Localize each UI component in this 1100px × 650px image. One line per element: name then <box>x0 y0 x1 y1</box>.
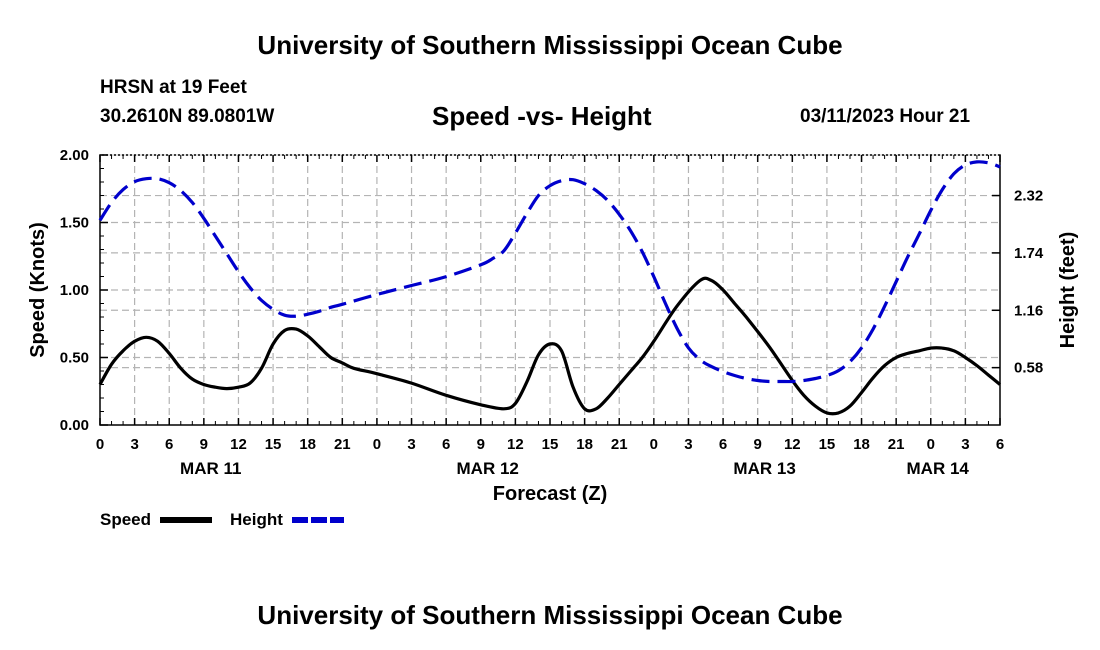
page-title: University of Southern Mississippi Ocean… <box>257 30 843 60</box>
series-line-speed <box>98 276 1002 416</box>
x-tick-label: 18 <box>299 436 316 453</box>
y-axis-title: Speed (Knots) <box>27 222 49 358</box>
x-tick-label: 21 <box>888 436 905 453</box>
x-tick-label: 0 <box>96 436 104 453</box>
x-tick-label: 18 <box>576 436 593 453</box>
x-tick-label: 21 <box>611 436 628 453</box>
date-label: MAR 11 <box>180 459 241 478</box>
y-tick-label-right: 1.74 <box>1014 245 1044 262</box>
legend-label-speed: Speed <box>100 510 151 529</box>
x-tick-label: 3 <box>684 436 692 453</box>
x-tick-label: 9 <box>477 436 485 453</box>
x-tick-label: 15 <box>542 436 559 453</box>
x-tick-label: 6 <box>996 436 1004 453</box>
date-label: MAR 12 <box>457 459 519 478</box>
x-tick-label: 0 <box>927 436 935 453</box>
x-tick-label: 18 <box>853 436 870 453</box>
y-tick-label: 1.00 <box>60 282 89 299</box>
x-tick-label: 15 <box>265 436 282 453</box>
x-tick-label: 3 <box>130 436 138 453</box>
datetime-label: 03/11/2023 Hour 21 <box>800 106 971 127</box>
y-tick-label: 2.00 <box>60 147 89 164</box>
coordinates-label: 30.2610N 89.0801W <box>100 106 275 127</box>
x-tick-label: 3 <box>407 436 415 453</box>
x-tick-label: 9 <box>754 436 762 453</box>
y-tick-label: 1.50 <box>60 215 89 232</box>
footer-title: University of Southern Mississippi Ocean… <box>257 600 843 630</box>
x-tick-label: 21 <box>334 436 351 453</box>
y-axis-title-right: Height (feet) <box>1057 232 1079 349</box>
date-label: MAR 14 <box>907 459 970 478</box>
x-tick-label: 3 <box>961 436 969 453</box>
x-tick-label: 0 <box>650 436 658 453</box>
date-label: MAR 13 <box>733 459 795 478</box>
x-tick-label: 9 <box>200 436 208 453</box>
x-tick-label: 12 <box>230 436 247 453</box>
chart-title: Speed -vs- Height <box>432 101 652 131</box>
x-tick-label: 12 <box>784 436 801 453</box>
x-tick-label: 6 <box>719 436 727 453</box>
station-label: HRSN at 19 Feet <box>100 77 247 98</box>
y-tick-label-right: 1.16 <box>1014 302 1043 319</box>
y-tick-label-right: 0.58 <box>1014 360 1043 377</box>
y-tick-label: 0.00 <box>60 417 89 434</box>
x-axis-title: Forecast (Z) <box>493 483 607 505</box>
y-tick-label: 0.50 <box>60 350 89 367</box>
series-line-height <box>98 160 1001 384</box>
x-tick-label: 12 <box>507 436 524 453</box>
x-tick-label: 0 <box>373 436 381 453</box>
legend-label-height: Height <box>230 510 283 529</box>
x-tick-label: 15 <box>819 436 836 453</box>
x-tick-label: 6 <box>165 436 173 453</box>
y-tick-label-right: 2.32 <box>1014 188 1043 205</box>
x-tick-label: 6 <box>442 436 450 453</box>
